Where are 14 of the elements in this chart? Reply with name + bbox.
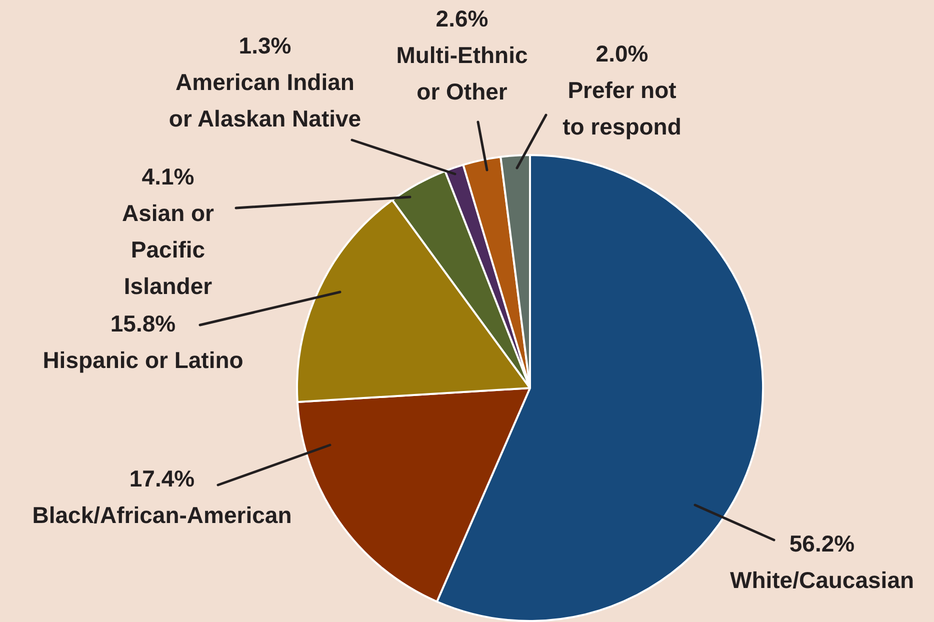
data-label: 2.6%: [436, 5, 488, 32]
data-label: 56.2%: [789, 530, 855, 556]
slice-label: Multi-Ethnic or Other: [396, 42, 528, 104]
data-label: 4.1%: [142, 163, 194, 190]
slice-label: Asian or Pacific Islander: [122, 200, 214, 299]
slice-label: Hispanic or Latino: [42, 346, 244, 373]
data-label: 1.3%: [238, 32, 292, 58]
slice-label: White/Caucasian: [730, 566, 914, 593]
slice-label: Prefer not to respond: [562, 76, 682, 140]
data-label: 2.0%: [596, 40, 648, 66]
slice-label: American Indian or Alaskan Native: [168, 68, 362, 132]
data-label: 17.4%: [129, 465, 195, 492]
slice-label: Black/African-American: [32, 502, 292, 528]
data-label: 15.8%: [110, 310, 176, 336]
